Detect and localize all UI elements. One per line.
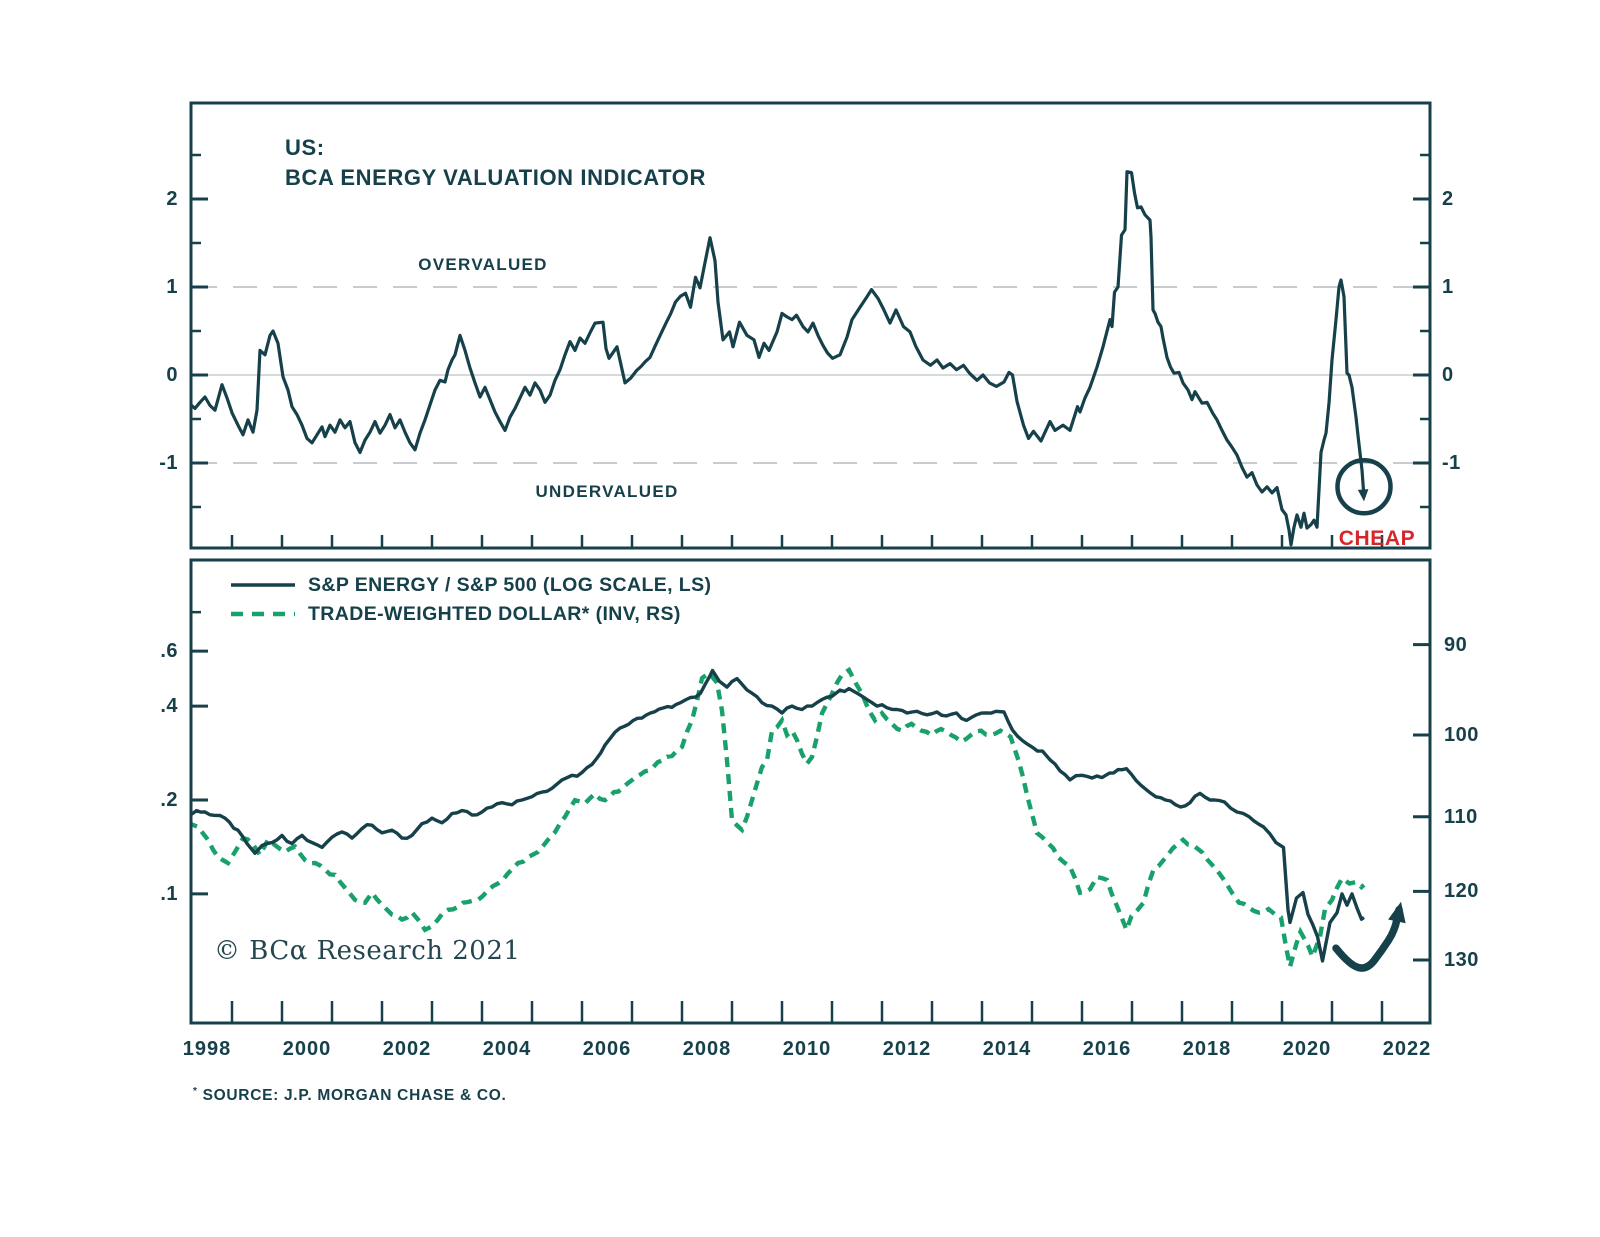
- bottom-panel-border: [189, 558, 1432, 1025]
- bottom-y-label-right: 130: [1444, 949, 1479, 972]
- top-panel-border: [189, 101, 1432, 550]
- x-year-label: 2022: [1382, 1038, 1432, 1060]
- legend: S&P ENERGY / S&P 500 (LOG SCALE, LS) TRA…: [230, 571, 711, 628]
- watermark: © BCα Research 2021: [214, 936, 521, 966]
- series-trade-weighted-dollar: [192, 666, 1366, 968]
- top-y-label-left: -1: [159, 452, 178, 474]
- bottom-y-label-right: 110: [1444, 805, 1478, 828]
- x-year-label: 2002: [382, 1038, 432, 1060]
- x-year-label: 2016: [1082, 1038, 1132, 1060]
- solid-line-swatch: [231, 583, 295, 587]
- top-y-label-left: 1: [166, 276, 178, 298]
- bottom-y-label-left: .4: [160, 695, 178, 718]
- x-year-label: 2014: [982, 1038, 1032, 1060]
- legend-label-sp-energy-ratio: S&P ENERGY / S&P 500 (LOG SCALE, LS): [308, 573, 712, 596]
- source-text: SOURCE: J.P. MORGAN CHASE & CO.: [202, 1087, 507, 1105]
- source-note: * SOURCE: J.P. MORGAN CHASE & CO.: [193, 1086, 507, 1105]
- x-year-label: 2010: [782, 1038, 832, 1060]
- series-end-arrowhead: [1357, 489, 1369, 502]
- legend-label-trade-weighted-dollar: TRADE-WEIGHTED DOLLAR* (INV, RS): [308, 602, 681, 625]
- source-asterisk: *: [193, 1086, 198, 1097]
- x-year-label: 2004: [482, 1038, 532, 1060]
- bottom-y-label-right: 120: [1444, 880, 1479, 903]
- overvalued-label: OVERVALUED: [418, 255, 548, 274]
- chart-title: US: BCA ENERGY VALUATION INDICATOR: [285, 133, 706, 193]
- top-y-label-left: 2: [166, 188, 178, 210]
- series-valuation-indicator: [192, 170, 1366, 547]
- rebound-curved-arrow: [1332, 905, 1403, 972]
- chart-title-line1: US:: [285, 135, 325, 160]
- x-year-label: 2000: [282, 1038, 332, 1060]
- top-y-label-right: 0: [1442, 364, 1454, 386]
- x-year-label: 2018: [1182, 1038, 1232, 1060]
- top-y-label-right: 2: [1442, 188, 1454, 210]
- legend-item-trade-weighted-dollar: TRADE-WEIGHTED DOLLAR* (INV, RS): [230, 600, 711, 628]
- x-year-label: 2008: [682, 1038, 732, 1060]
- legend-item-sp-energy-ratio: S&P ENERGY / S&P 500 (LOG SCALE, LS): [230, 571, 711, 599]
- top-y-label-left: 0: [166, 364, 178, 386]
- dashed-line-swatch: [231, 611, 295, 617]
- top-y-label-right: 1: [1442, 276, 1454, 298]
- undervalued-label: UNDERVALUED: [535, 482, 679, 501]
- bottom-y-label-left: .6: [160, 640, 178, 663]
- x-year-label: 2020: [1282, 1038, 1332, 1060]
- x-year-label: 2006: [582, 1038, 632, 1060]
- chart-title-line2: BCA ENERGY VALUATION INDICATOR: [285, 165, 706, 190]
- series-sp-energy-ratio: [192, 668, 1365, 963]
- rebound-arrowhead: [1388, 901, 1406, 924]
- top-y-label-right: -1: [1442, 452, 1461, 474]
- bottom-y-label-left: .1: [160, 882, 178, 905]
- x-year-label: 1998: [182, 1038, 232, 1060]
- bottom-y-label-left: .2: [160, 789, 178, 811]
- bottom-y-label-right: 90: [1444, 633, 1468, 656]
- bottom-y-label-right: 100: [1444, 724, 1479, 746]
- x-year-label: 2012: [882, 1038, 932, 1060]
- cheap-annotation-label: CHEAP: [1338, 527, 1416, 550]
- cheap-circle-annotation: [1335, 458, 1393, 516]
